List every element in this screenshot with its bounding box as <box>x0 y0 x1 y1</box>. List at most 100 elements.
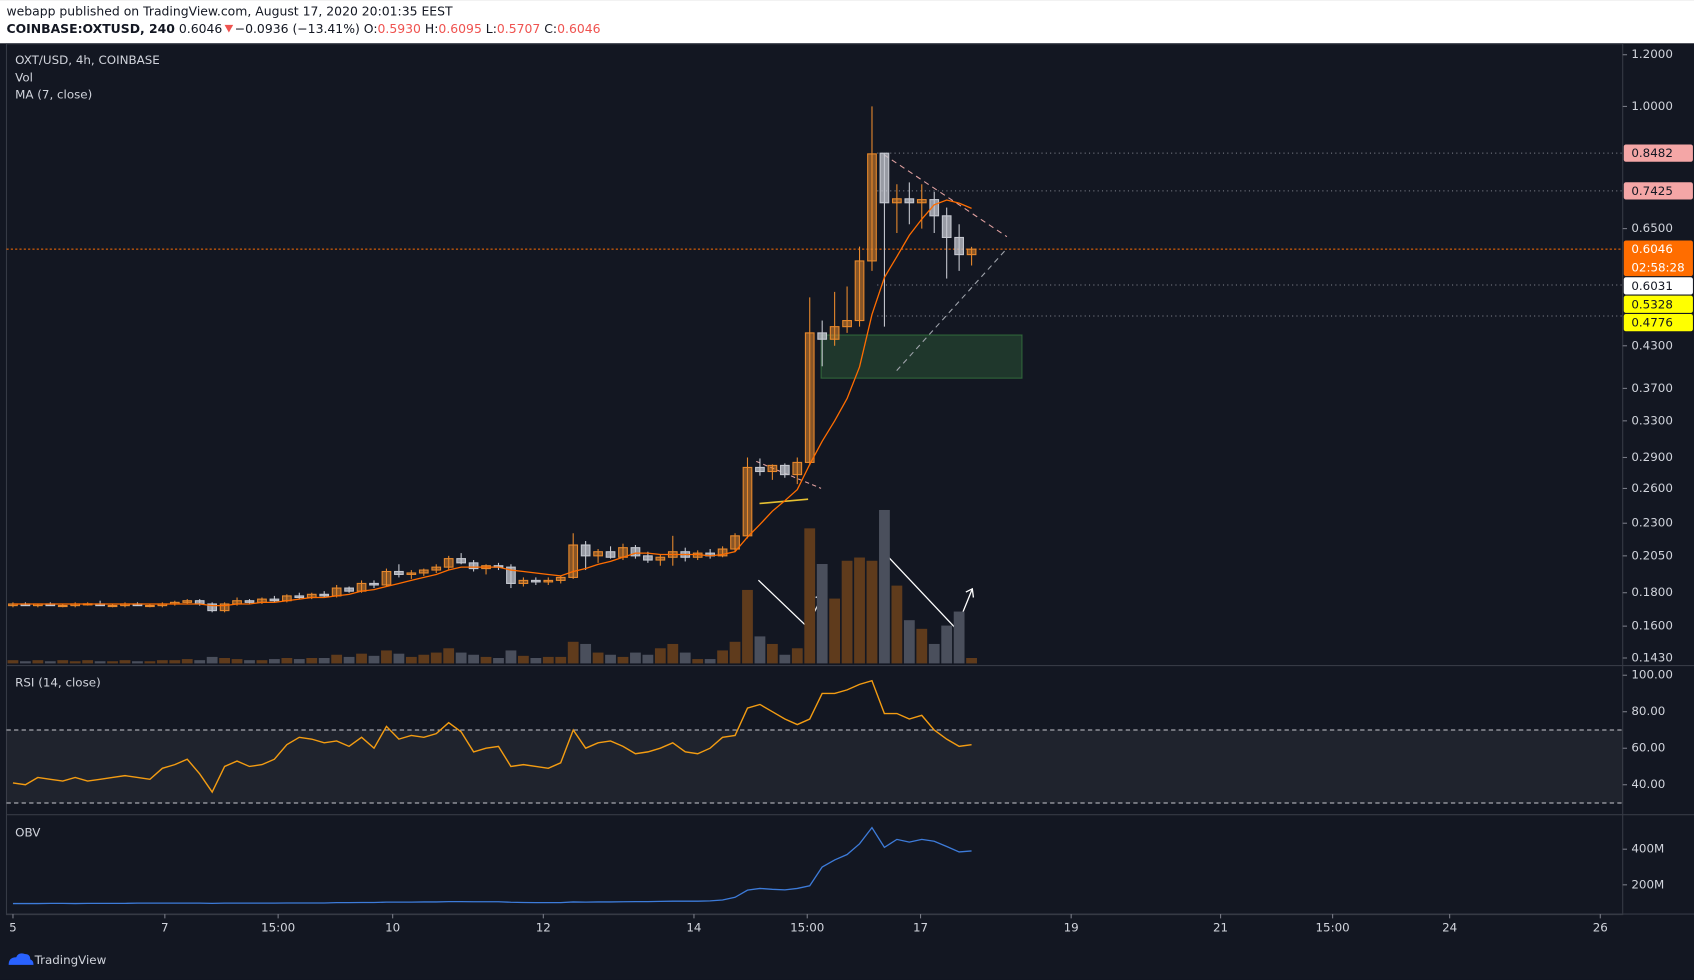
volume-bar <box>194 660 206 664</box>
level-label: 0.7425 <box>1631 184 1673 198</box>
volume-bar <box>32 660 44 664</box>
volume-bar <box>144 661 156 664</box>
candle-body <box>443 558 454 568</box>
y-tick-label: 0.1430 <box>1631 650 1673 664</box>
volume-bar <box>580 643 592 664</box>
volume-bar <box>517 655 529 664</box>
x-tick-label: 26 <box>1593 921 1608 935</box>
rsi-band <box>6 729 1623 803</box>
candle-body <box>730 535 740 550</box>
volume-bar <box>132 661 143 664</box>
rsi-line <box>12 679 972 794</box>
volume-bar <box>256 660 268 664</box>
volume-bar <box>69 661 81 664</box>
volume-bar <box>156 660 168 664</box>
volume-bar <box>244 660 255 664</box>
volume-bar <box>903 620 915 664</box>
y-tick-label: 200M <box>1631 877 1664 891</box>
volume-bar <box>82 660 94 664</box>
volume-bar <box>829 598 841 664</box>
down-triangle <box>224 24 234 33</box>
candle-body <box>717 548 728 557</box>
volume-bar <box>928 643 940 664</box>
volume-bar <box>605 654 616 664</box>
volume-bar <box>181 659 193 664</box>
volume-bar <box>530 657 542 664</box>
brand-icon <box>8 953 34 965</box>
brand-name: TradingView <box>34 953 107 967</box>
candle-body <box>456 558 467 564</box>
candle-body <box>543 579 554 583</box>
candle-body <box>767 464 778 473</box>
level-label-box <box>1623 240 1693 277</box>
candle-body <box>369 582 379 586</box>
volume-bar <box>20 661 31 664</box>
volume-bar <box>268 659 280 664</box>
x-tick-label: 24 <box>1442 921 1457 935</box>
x-tick-label: 12 <box>536 921 551 935</box>
volume-bar <box>766 643 778 664</box>
candle-body <box>568 544 579 578</box>
obv-line <box>12 826 972 905</box>
legend-symbol: OXT/USD, 4h, COINBASE <box>15 53 160 67</box>
candle-body <box>394 570 404 575</box>
trend-line <box>756 460 822 489</box>
candle-body <box>331 587 342 597</box>
x-tick-label: 15:00 <box>1316 921 1350 935</box>
x-tick-label: 14 <box>686 921 701 935</box>
o-label: O: <box>364 21 378 36</box>
volume-bar <box>430 652 442 664</box>
volume-bar <box>791 648 803 664</box>
volume-bar <box>804 528 816 664</box>
volume-bar <box>667 643 679 664</box>
level-label: 0.5328 <box>1631 297 1673 311</box>
level-label: 0.4776 <box>1631 316 1673 330</box>
volume-bar <box>966 657 977 664</box>
volume-bar <box>418 654 430 664</box>
candle-body <box>966 248 977 256</box>
volume-bar <box>592 652 604 664</box>
volume-bar <box>318 657 330 664</box>
volume-bar <box>630 652 641 664</box>
volume-bar <box>393 653 405 664</box>
candle-body <box>593 551 603 557</box>
x-tick-label: 7 <box>161 921 169 935</box>
o-value: 0.5930 <box>378 21 422 36</box>
level-label-box <box>1623 295 1693 313</box>
y-tick-label: 1.2000 <box>1631 47 1673 61</box>
candle-body <box>892 198 902 204</box>
y-tick-label: 0.6500 <box>1631 221 1673 235</box>
volume-bar <box>916 628 928 664</box>
candle-body <box>755 466 765 473</box>
y-tick-label: 0.2300 <box>1631 516 1673 530</box>
legend-ma: MA (7, close) <box>15 88 92 102</box>
candle-body <box>269 598 280 602</box>
brand: TradingView <box>8 953 107 967</box>
candle-body <box>145 604 155 608</box>
x-tick-label: 17 <box>913 921 928 935</box>
volume-bar <box>891 585 903 664</box>
volume-bar <box>679 652 691 664</box>
volume-bar <box>717 650 728 664</box>
volume-bar <box>293 659 305 664</box>
y-tick-label: 0.2900 <box>1631 450 1673 464</box>
demand-zone <box>820 334 1023 379</box>
volume-bar <box>729 641 741 664</box>
volume-bar <box>642 654 654 664</box>
candle-body <box>954 236 964 256</box>
candle-body <box>879 152 890 204</box>
header-bar <box>0 0 1694 44</box>
volume-bar <box>343 656 355 664</box>
volume-bar <box>941 625 953 664</box>
volume-bar <box>692 659 704 664</box>
y-tick-label: 40.00 <box>1631 777 1665 791</box>
candle-body <box>244 600 255 603</box>
volume-bar <box>480 656 492 664</box>
publisher: webapp published on TradingView.com, Aug… <box>6 3 453 18</box>
candle-body <box>356 582 367 592</box>
volume-bar <box>381 650 392 664</box>
volume-bar <box>754 636 766 664</box>
volume-bar <box>468 654 479 664</box>
volume-bar <box>7 660 19 664</box>
